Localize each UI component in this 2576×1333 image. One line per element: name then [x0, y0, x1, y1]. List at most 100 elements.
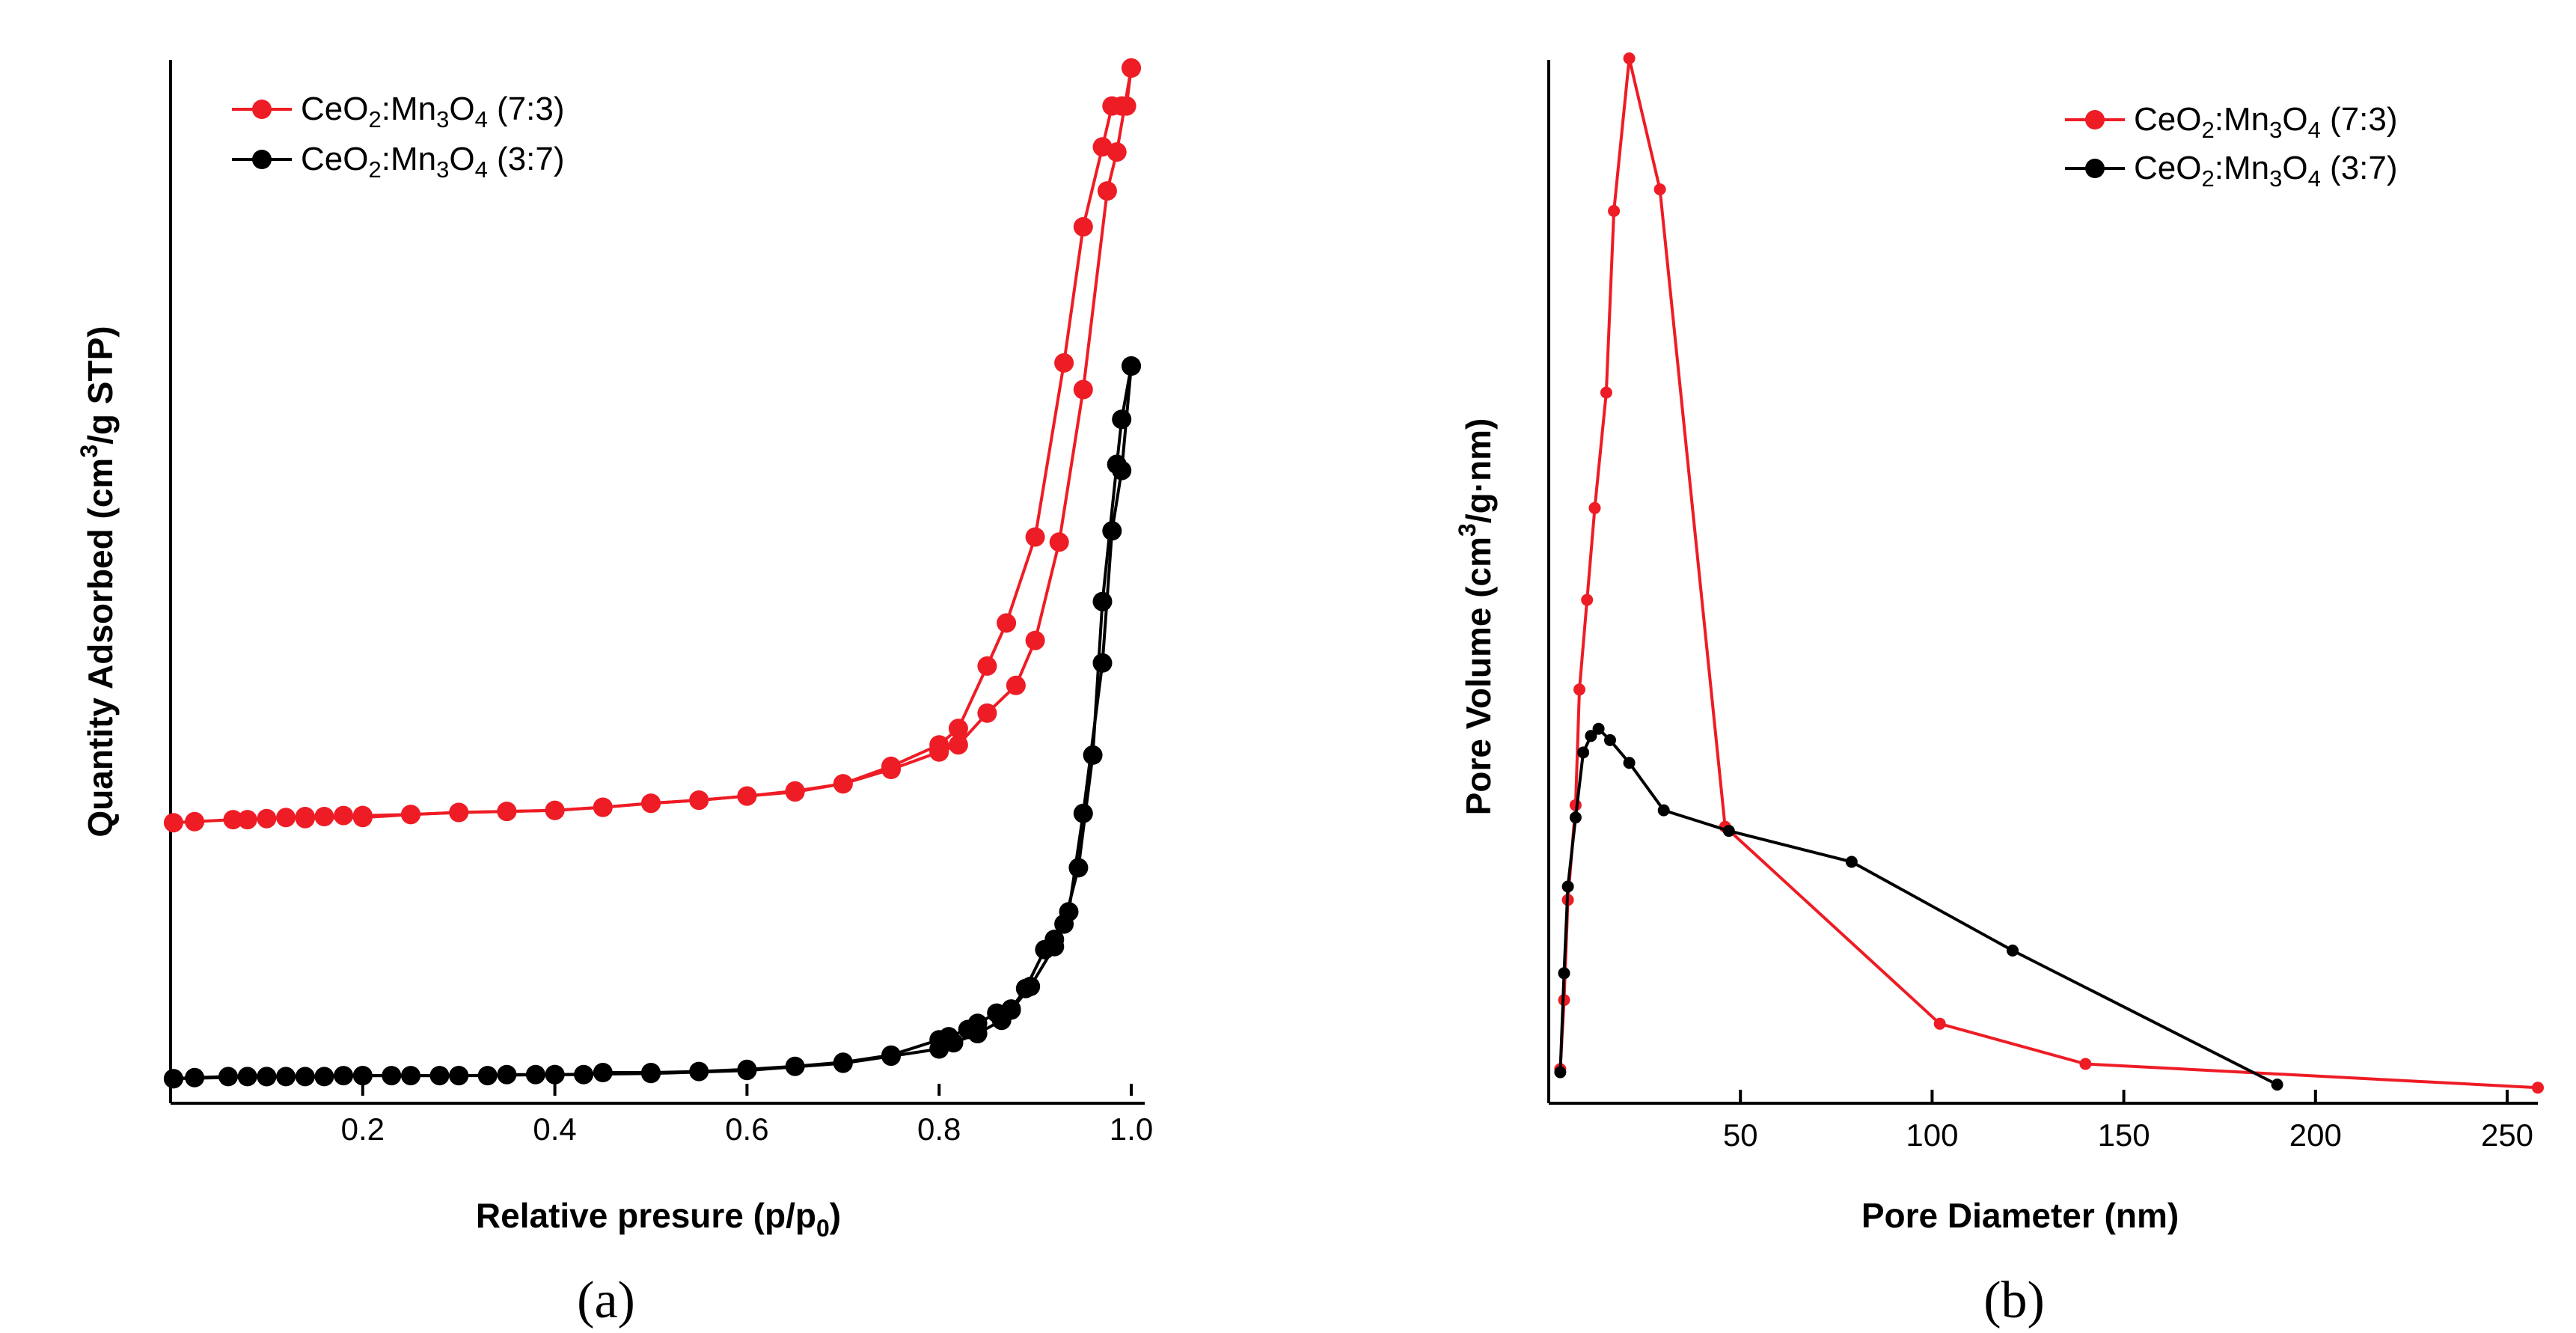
- panel-a-series-37-point: [1001, 1000, 1021, 1020]
- panel-b-series-73-point: [1588, 501, 1601, 514]
- panel-a-xlabel-sub: 0: [816, 1215, 830, 1242]
- panel-a-series-73-line-1: [305, 67, 1133, 820]
- panel-a-x-tick-label: 1.0: [1110, 1111, 1153, 1147]
- panel-b-chart: 50 100 150 200 250 Pore Diameter (nm) Pore V…: [1454, 52, 2544, 1329]
- panel-b-series-37-point: [2271, 1079, 2283, 1091]
- panel-a-series-37-point: [1044, 936, 1065, 957]
- panel-b-series-37-point: [1585, 730, 1597, 742]
- panel-a-series-73-point: [948, 735, 968, 755]
- panel-a-legend-marker-73: [252, 100, 272, 119]
- panel-b-legend-label-37: CeO2:Mn3O4 (3:7): [2134, 150, 2398, 192]
- panel-a-series-73-point: [352, 808, 373, 828]
- panel-a-series-73-point: [185, 811, 205, 832]
- panel-b-ylabel-pre: Pore Volume (cm: [1459, 537, 1498, 815]
- panel-a-xlabel-main: Relative presure (p/p: [476, 1196, 816, 1235]
- panel-a-series-73-point: [1006, 675, 1026, 695]
- panel-a-series-37-point: [449, 1066, 469, 1086]
- panel-a-series-37-point: [1021, 977, 1041, 996]
- panel-b-legend: CeO2:Mn3O4 (7:3) CeO2:Mn3O4 (3:7): [2065, 101, 2398, 192]
- panel-a-series-73-point: [593, 797, 613, 817]
- panel-a-series-73-point: [1025, 630, 1045, 650]
- panel-a-series-73-point: [1073, 217, 1093, 237]
- panel-a-series-37-point: [1122, 356, 1141, 376]
- panel-a-series-73-point: [1049, 532, 1069, 552]
- panel-a-xlabel-end: ): [830, 1196, 841, 1235]
- panel-b-series-73-point: [2532, 1082, 2544, 1094]
- panel-a-series-37-point: [1068, 858, 1089, 878]
- panel-a-series-37-point: [1092, 653, 1113, 673]
- panel-a-series-37-point: [1092, 591, 1113, 611]
- panel-a-series-73-point: [1097, 181, 1117, 201]
- panel-a-series-73-point: [833, 774, 853, 794]
- panel-a-series-37-point: [943, 1033, 964, 1053]
- panel-a-series-73-point: [737, 786, 757, 806]
- panel-a-series-37-point: [352, 1066, 373, 1086]
- panel-a-series-73-point: [163, 813, 183, 833]
- panel-a-series-73-point: [997, 613, 1017, 633]
- panel-a-series-73-point: [689, 790, 709, 811]
- panel-a-series-73-point: [545, 800, 565, 820]
- panel-a-legend-label-73: CeO2:Mn3O4 (7:3): [301, 91, 565, 132]
- panel-b-x-tick-label: 250: [2481, 1117, 2533, 1153]
- panel-a-legend-marker-37: [252, 150, 272, 169]
- panel-a-series-73-point: [1116, 96, 1136, 116]
- panel-b-series-37-point: [1592, 722, 1605, 735]
- panel-b-series-73-point: [1573, 683, 1585, 696]
- panel-b-series-37-point: [2007, 945, 2019, 957]
- panel-a-series-73-point: [314, 807, 334, 826]
- panel-a-series-37-point: [163, 1069, 183, 1089]
- panel-a-legend-label-37: CeO2:Mn3O4 (3:7): [301, 141, 565, 183]
- panel-b-series-37-point: [1569, 811, 1582, 824]
- panel-b-series-37-point: [1845, 855, 1858, 868]
- panel-a-x-ticks: 0.2 0.4 0.6 0.8 1.0: [341, 1084, 1153, 1147]
- panel-a-series-group: [163, 58, 1141, 1089]
- panel-a-series-73-point: [497, 802, 517, 822]
- panel-a-series-73-point: [948, 719, 968, 739]
- panel-b-series-group: [1554, 52, 2544, 1094]
- panel-a-series-73-point: [276, 808, 296, 828]
- panel-a-series-73-point: [401, 805, 420, 825]
- panel-b-x-tick-label: 100: [1906, 1117, 1958, 1153]
- panel-a-series-73-point: [785, 782, 805, 802]
- panel-a-label: (a): [577, 1272, 635, 1329]
- panel-b-series-73-point: [1581, 594, 1594, 606]
- panel-b-series-37-line-0: [1558, 727, 2278, 1086]
- panel-a-y-axis-label: Quantity Adsorbed (cm3/g STP): [76, 326, 120, 837]
- panel-b-label: (b): [1983, 1272, 2045, 1329]
- panel-b-legend-marker-73: [2085, 110, 2105, 129]
- panel-a-series-73-point: [977, 656, 997, 676]
- panel-b-series-37-point: [1657, 804, 1670, 817]
- panel-a-series-73-point: [334, 805, 354, 826]
- panel-a-ylabel-post: /g STP): [81, 326, 120, 444]
- panel-b-series-37-point: [1558, 967, 1570, 980]
- panel-b-x-axis-label: Pore Diameter (nm): [1861, 1196, 2179, 1235]
- panel-a-series-73-point: [223, 810, 243, 830]
- panel-b-y-axis-label: Pore Volume (cm3/g·nm): [1454, 418, 1498, 816]
- panel-a-series-37-point: [881, 1046, 901, 1067]
- panel-a-legend: CeO2:Mn3O4 (7:3) CeO2:Mn3O4 (3:7): [232, 91, 565, 183]
- panel-b-series-73-point: [1933, 1017, 1946, 1030]
- panel-a-x-tick-label: 0.4: [533, 1111, 576, 1147]
- panel-b-legend-label-73: CeO2:Mn3O4 (7:3): [2134, 101, 2398, 143]
- panel-a-series-73-point: [295, 808, 315, 829]
- panel-b-x-tick-label: 200: [2289, 1117, 2342, 1153]
- panel-a-series-73-point: [977, 703, 997, 723]
- panel-b-series-73-point: [1600, 386, 1612, 399]
- panel-a-series-73-point: [237, 810, 257, 830]
- panel-a-series-37-point: [257, 1067, 277, 1087]
- panel-a-series-73-point: [1107, 142, 1127, 162]
- panel-a-series-37-point: [967, 1024, 988, 1043]
- panel-b-series-73-line-0: [1558, 57, 2539, 1090]
- panel-a-series-37-point: [1112, 460, 1132, 481]
- panel-a-series-37-point: [1102, 521, 1122, 541]
- panel-a-series-37-point: [833, 1053, 853, 1073]
- panel-a-series-73-point: [641, 793, 661, 814]
- panel-b-ylabel-post: /g·nm): [1459, 418, 1498, 524]
- panel-a-x-axis-label: Relative presure (p/p0): [476, 1196, 841, 1242]
- panel-a-series-37-point: [1059, 902, 1079, 922]
- panel-a-series-37-point: [1073, 803, 1093, 823]
- panel-a-series-73-point: [1122, 58, 1141, 78]
- panel-b-series-37-point: [1561, 880, 1574, 893]
- panel-b-series-37-point: [1554, 1066, 1567, 1079]
